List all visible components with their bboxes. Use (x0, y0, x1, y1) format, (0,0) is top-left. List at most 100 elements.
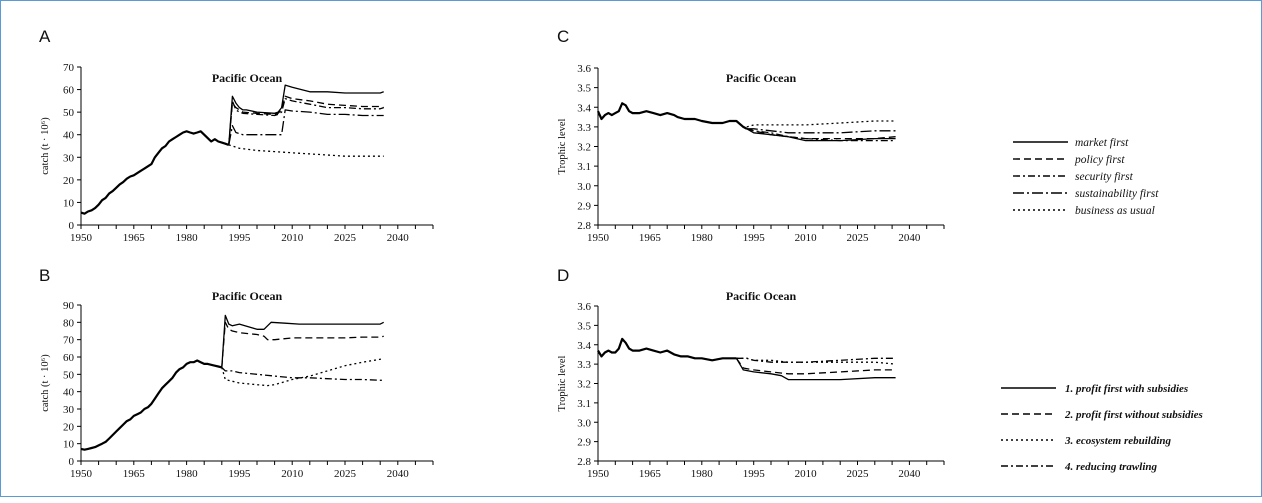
y-tick-label: 0 (69, 456, 75, 468)
x-tick-label: 1950 (587, 468, 610, 480)
x-tick-label: 2010 (281, 232, 304, 244)
legend-label: security first (1075, 171, 1134, 183)
y-tick-label: 40 (63, 130, 75, 142)
y-tick-label: 20 (63, 175, 75, 187)
x-tick-label: 1980 (691, 232, 714, 244)
series-line-3 (221, 358, 384, 387)
x-tick-label: 2040 (898, 468, 921, 480)
x-tick-label: 2025 (334, 468, 357, 480)
y-axis-label: catch (t · 10⁶) (40, 117, 51, 175)
y-tick-label: 0 (69, 220, 75, 232)
y-tick-label: 3.1 (577, 161, 591, 173)
x-tick-label: 1980 (691, 468, 714, 480)
y-tick-label: 3.0 (577, 181, 591, 193)
x-tick-label: 1980 (176, 468, 199, 480)
panel-letter: A (39, 27, 51, 46)
series-line-4 (221, 366, 384, 382)
panel-title: Pacific Ocean (726, 289, 797, 303)
y-tick-label: 3.4 (577, 340, 591, 352)
y-tick-label: 60 (63, 352, 75, 364)
x-tick-label: 2040 (387, 468, 410, 480)
x-tick-label: 1965 (123, 468, 146, 480)
y-tick-label: 40 (63, 387, 75, 399)
x-tick-label: 1965 (639, 232, 662, 244)
y-tick-label: 70 (63, 335, 75, 347)
panel-b: B Pacific Ocean 0 10 20 30 40 50 60 70 80 90 1950 196… (39, 266, 434, 480)
y-tick-label: 2.8 (577, 220, 591, 232)
y-tick-label: 2.8 (577, 456, 591, 468)
series-line-3 (746, 128, 896, 142)
y-tick-label: 3.0 (577, 417, 591, 429)
x-tick-label: 1995 (228, 468, 251, 480)
y-tick-label: 50 (63, 369, 75, 381)
y-tick-label: 30 (63, 152, 75, 164)
panel-title: Pacific Ocean (212, 289, 283, 303)
y-tick-label: 3.5 (577, 83, 591, 95)
series-line-2 (221, 321, 384, 368)
historical-line (80, 359, 223, 451)
panel-letter: B (39, 266, 50, 285)
y-tick-label: 80 (63, 317, 75, 329)
legend-label: sustainability first (1075, 188, 1159, 200)
y-axis-label: Trophic level (557, 355, 568, 411)
panel-a: A Pacific Ocean 0 10 20 30 40 50 60 70 1950 1965 198… (39, 27, 434, 244)
y-tick-label: 2.9 (577, 437, 591, 449)
series-line-4 (228, 109, 384, 146)
y-tick-label: 3.6 (577, 63, 591, 75)
x-tick-label: 1965 (639, 468, 662, 480)
x-tick-label: 2010 (281, 468, 304, 480)
series-line-5 (746, 120, 896, 128)
legend-top: market first policy first security first su… (1013, 137, 1159, 217)
y-tick-label: 3.6 (577, 301, 591, 313)
series-line-2 (228, 95, 384, 145)
x-tick-label: 2010 (795, 468, 818, 480)
panel-c: C Pacific Ocean 2.8 2.9 3.0 3.1 3.2 3.3 3.4 3.5 3.… (557, 27, 945, 244)
x-tick-label: 2025 (847, 468, 870, 480)
y-axis-label: catch (t · 10⁶) (40, 354, 51, 412)
legend-label: market first (1075, 137, 1129, 149)
x-tick-label: 1995 (743, 468, 766, 480)
y-tick-label: 3.3 (577, 359, 591, 371)
y-tick-label: 70 (63, 62, 75, 74)
x-tick-label: 2040 (387, 232, 410, 244)
panel-letter: C (557, 27, 569, 46)
series-line-3 (228, 97, 384, 145)
panel-letter: D (557, 266, 569, 285)
legend-label: 1. profit first with subsidies (1065, 383, 1188, 395)
series-line-1 (228, 84, 384, 145)
historical-line (596, 102, 748, 130)
x-tick-label: 1950 (70, 468, 93, 480)
x-tick-label: 1980 (176, 232, 199, 244)
y-tick-label: 3.2 (577, 142, 591, 154)
y-axis-label: Trophic level (557, 118, 568, 174)
x-tick-label: 1965 (123, 232, 146, 244)
x-tick-label: 1995 (743, 232, 766, 244)
y-tick-label: 20 (63, 421, 75, 433)
series-line-5 (228, 144, 384, 157)
y-tick-label: 90 (63, 300, 75, 312)
series-line-2 (746, 128, 896, 140)
x-tick-label: 2040 (898, 232, 921, 244)
y-tick-label: 50 (63, 107, 75, 119)
y-tick-label: 3.3 (577, 122, 591, 134)
series-line-1 (735, 357, 896, 381)
panel-title: Pacific Ocean (726, 71, 797, 85)
y-tick-label: 3.2 (577, 379, 591, 391)
y-tick-label: 60 (63, 85, 75, 97)
panel-d: D Pacific Ocean 2.8 2.9 3.0 3.1 3.2 3.3 3.4 3.5 3.… (557, 266, 945, 480)
x-tick-label: 1950 (587, 232, 610, 244)
series-line-4 (746, 128, 896, 134)
legend-label: 2. profit first without subsidies (1064, 409, 1203, 421)
y-tick-label: 30 (63, 404, 75, 416)
legend-label: policy first (1074, 154, 1125, 166)
y-tick-label: 2.9 (577, 200, 591, 212)
x-tick-label: 2025 (334, 232, 357, 244)
y-tick-label: 10 (63, 439, 75, 451)
historical-line (597, 337, 737, 362)
historical-line (80, 130, 230, 215)
x-tick-label: 2025 (847, 232, 870, 244)
y-tick-label: 3.5 (577, 320, 591, 332)
legend-label: 3. ecosystem rebuilding (1064, 435, 1172, 447)
